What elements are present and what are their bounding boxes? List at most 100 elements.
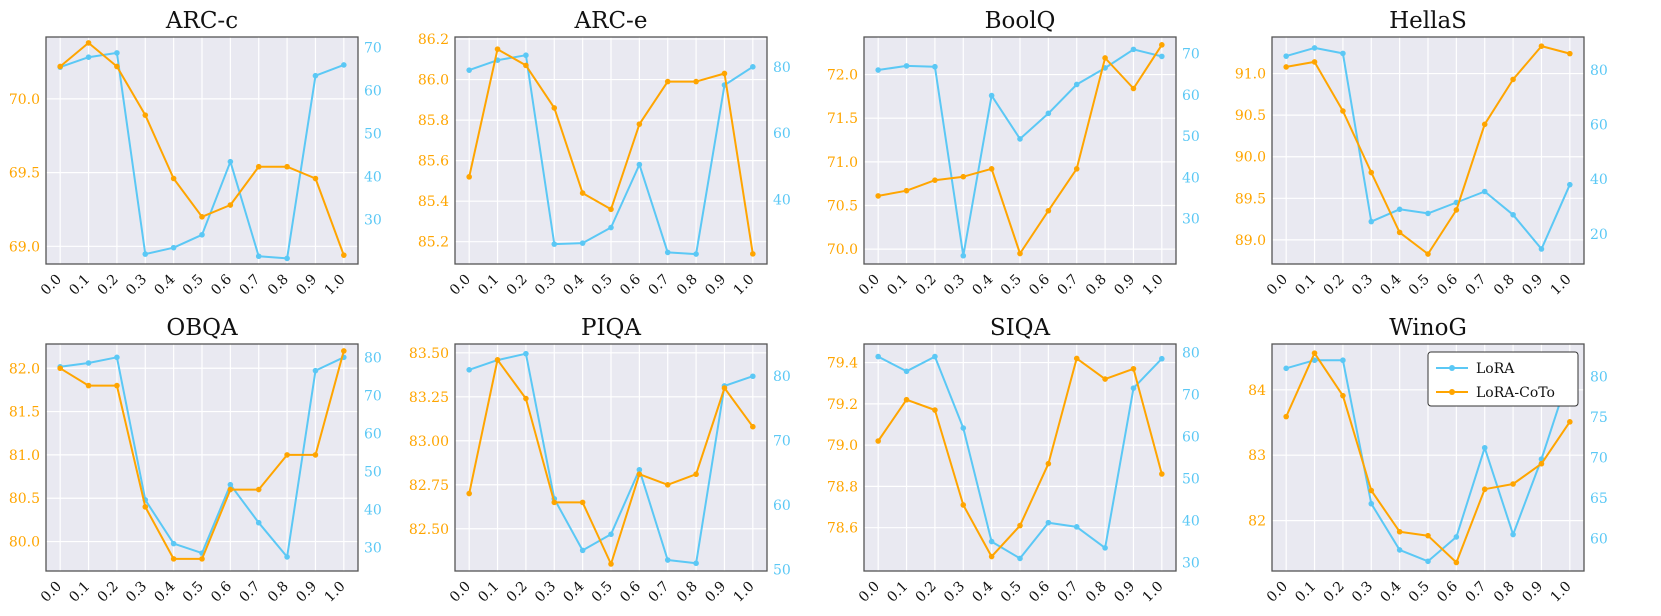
- data-point-lora-coto: [341, 348, 347, 354]
- legend: LoRA LoRA-CoTo: [1427, 351, 1579, 407]
- data-point-lora: [664, 557, 671, 563]
- x-tick-label: 0.2: [1321, 579, 1348, 606]
- chart-title: WinoG: [1389, 315, 1467, 341]
- data-point-lora: [1130, 46, 1137, 53]
- x-tick-label: 0.0: [856, 579, 883, 606]
- data-point-lora-coto: [750, 251, 756, 257]
- right-tick-label: 50: [1182, 472, 1200, 488]
- data-point-lora: [579, 240, 586, 246]
- data-point-lora-coto: [1283, 64, 1289, 70]
- plot-frame: [863, 343, 1177, 572]
- left-tick-label: 86.0: [418, 73, 449, 89]
- data-point-lora-coto: [1567, 419, 1573, 425]
- data-point-lora-coto: [1102, 55, 1108, 61]
- chart-title: BoolQ: [985, 8, 1056, 34]
- x-tick-label: 0.5: [589, 579, 616, 606]
- x-tick-label: 0.0: [38, 579, 65, 606]
- data-point-lora: [636, 466, 643, 473]
- data-point-lora: [1368, 218, 1375, 225]
- x-tick-label: 0.6: [1026, 578, 1053, 605]
- x-tick-label: 0.0: [1264, 272, 1291, 299]
- x-tick-label: 0.1: [884, 579, 911, 606]
- data-point-lora: [932, 353, 938, 360]
- data-point-lora: [255, 253, 262, 260]
- data-point-lora: [1102, 545, 1108, 551]
- x-tick-label: 0.8: [1491, 272, 1518, 299]
- data-point-lora-coto: [1130, 365, 1137, 372]
- x-tick-label: 1.0: [322, 272, 349, 299]
- x-tick-label: 0.3: [123, 272, 150, 299]
- x-tick-label: 1.0: [1140, 272, 1167, 299]
- data-point-lora: [608, 531, 614, 538]
- left-tick-label: 90.5: [1235, 108, 1266, 124]
- data-point-lora-coto: [1481, 486, 1488, 493]
- x-tick-label: 0.5: [180, 272, 207, 299]
- data-point-lora: [284, 554, 290, 560]
- right-tick-label: 70: [773, 434, 791, 450]
- x-tick-label: 0.8: [1083, 272, 1110, 299]
- data-point-lora-coto: [1283, 413, 1289, 420]
- left-tick-label: 85.8: [418, 113, 449, 129]
- data-point-lora: [636, 161, 643, 168]
- data-point-lora: [1510, 211, 1516, 218]
- chart-title: ARC-e: [574, 8, 648, 34]
- x-tick-label: 0.0: [447, 272, 474, 299]
- data-point-lora-coto: [664, 78, 671, 85]
- x-tick-label: 0.4: [560, 271, 587, 298]
- data-point-lora: [903, 368, 910, 375]
- data-point-lora-coto: [1453, 207, 1460, 213]
- x-tick-label: 0.7: [1054, 272, 1081, 299]
- x-tick-label: 0.3: [532, 579, 559, 606]
- right-tick-label: 50: [364, 464, 382, 480]
- left-tick-label: 83: [1248, 448, 1266, 464]
- data-point-lora: [988, 92, 995, 99]
- data-point-lora-coto: [1538, 460, 1545, 467]
- right-tick-label: 60: [1182, 88, 1200, 104]
- x-tick-label: 0.1: [1292, 579, 1319, 606]
- data-point-lora: [1453, 534, 1460, 540]
- left-tick-label: 70.0: [827, 242, 858, 258]
- data-point-lora: [875, 67, 881, 73]
- data-point-lora-coto: [636, 121, 643, 127]
- left-tick-label: 81.5: [9, 405, 40, 421]
- data-point-lora-coto: [1130, 85, 1137, 92]
- plot-frame: [1271, 343, 1585, 572]
- data-point-lora-coto: [664, 481, 671, 488]
- x-tick-label: 0.6: [1434, 271, 1461, 298]
- left-tick-label: 83.25: [409, 390, 449, 406]
- data-point-lora-coto: [988, 166, 995, 172]
- data-point-lora-coto: [1425, 532, 1431, 539]
- right-tick-label: 70: [1590, 451, 1608, 467]
- chart-title: ARC-c: [165, 8, 238, 34]
- x-tick-label: 0.5: [1406, 579, 1433, 606]
- data-point-lora: [312, 367, 319, 374]
- data-point-lora-coto: [199, 556, 205, 562]
- data-point-lora: [85, 360, 92, 366]
- data-point-lora-coto: [960, 173, 967, 180]
- x-tick-label: 0.8: [1491, 579, 1518, 606]
- data-point-lora: [1340, 357, 1346, 364]
- left-tick-label: 79.2: [827, 397, 858, 413]
- legend-marker: [1449, 365, 1455, 371]
- data-point-lora: [693, 560, 699, 567]
- right-tick-label: 30: [364, 213, 382, 229]
- x-tick-label: 0.4: [969, 578, 996, 605]
- plot-frame: [454, 36, 768, 265]
- plot-frame: [45, 36, 359, 265]
- x-tick-label: 1.0: [1140, 579, 1167, 606]
- right-tick-label: 80: [773, 369, 791, 385]
- data-point-lora: [114, 354, 120, 361]
- data-point-lora: [1045, 110, 1052, 117]
- x-tick-label: 0.7: [1462, 579, 1489, 606]
- legend-label: LoRA: [1476, 361, 1515, 377]
- left-tick-label: 90.0: [1235, 150, 1266, 166]
- data-point-lora: [1340, 50, 1346, 57]
- data-point-lora-coto: [227, 202, 234, 208]
- left-tick-label: 70.5: [827, 199, 858, 215]
- x-tick-label: 0.5: [589, 272, 616, 299]
- left-tick-label: 70.0: [9, 92, 40, 108]
- left-tick-label: 78.8: [827, 479, 858, 495]
- data-point-lora-coto: [608, 206, 614, 213]
